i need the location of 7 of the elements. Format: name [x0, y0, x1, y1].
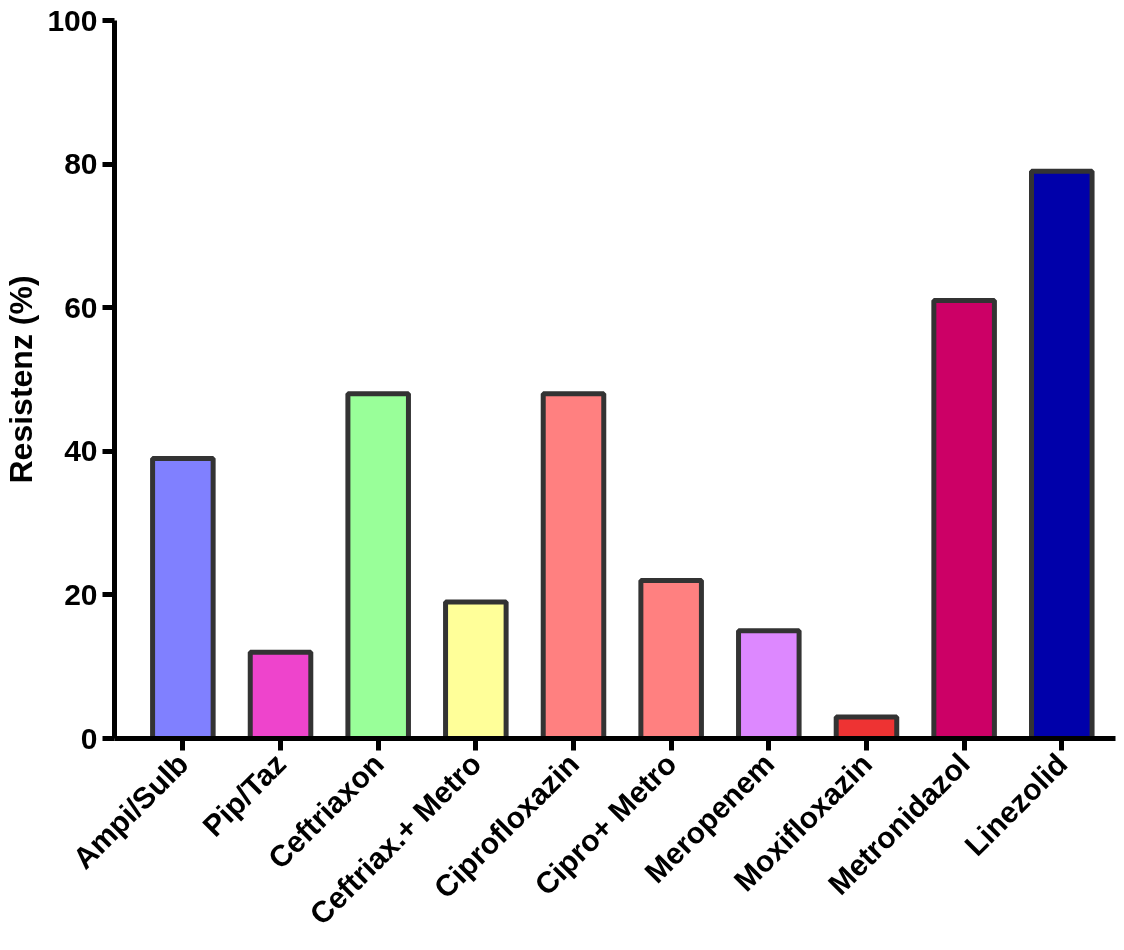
y-axis-title: Resistenz (%)	[3, 275, 40, 484]
y-tick-label: 80	[64, 147, 98, 181]
y-tick-label: 40	[64, 434, 98, 468]
y-tick-label: 0	[80, 721, 98, 755]
y-tick-label: 100	[47, 3, 98, 37]
y-tick-label: 20	[64, 577, 98, 611]
y-tick-label: 60	[64, 290, 98, 324]
